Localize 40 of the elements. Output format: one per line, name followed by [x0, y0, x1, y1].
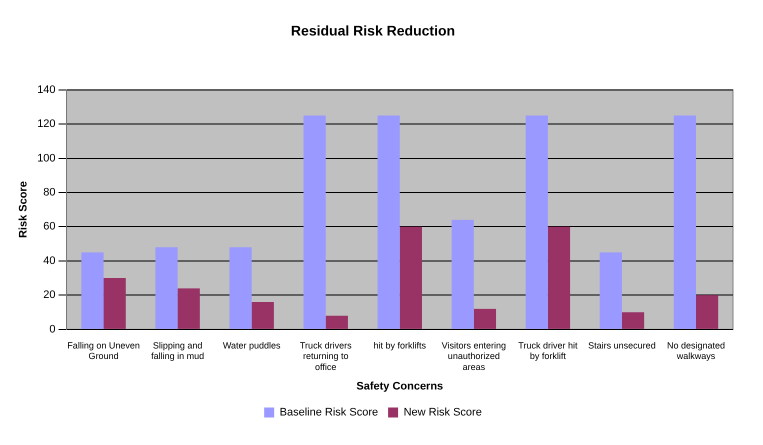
- chart-title: Residual Risk Reduction: [290, 22, 456, 38]
- y-tick-label: 140: [37, 84, 56, 96]
- x-tick-label: Slipping and falling in mud: [151, 340, 204, 362]
- bar: [252, 302, 274, 329]
- y-axis-title: Risk Score: [18, 181, 30, 238]
- legend-label: New Risk Score: [404, 406, 482, 419]
- bar: [674, 115, 696, 329]
- bar: [474, 308, 496, 329]
- y-tick-label: 120: [37, 118, 56, 130]
- bar: [104, 278, 126, 329]
- bar: [326, 316, 348, 329]
- bar: [622, 312, 644, 329]
- bar: [526, 115, 548, 329]
- legend-label: Baseline Risk Score: [280, 406, 378, 419]
- y-tick-label: 80: [43, 186, 56, 199]
- x-tick-label: Water puddles: [222, 340, 282, 350]
- bar: [378, 115, 400, 329]
- bar: [400, 226, 422, 329]
- x-tick-label: hit by forklifts: [374, 340, 427, 350]
- bar: [155, 247, 178, 329]
- y-tick-label: 60: [43, 220, 56, 233]
- bar: [548, 226, 570, 329]
- x-tick-label: Stairs unsecured: [588, 340, 656, 350]
- y-tick-label: 100: [37, 152, 56, 164]
- y-tick-label: 40: [43, 254, 56, 267]
- bar: [600, 252, 622, 329]
- x-tick-label: Truck driver hit by forklift: [518, 340, 578, 362]
- x-tick-label: No designated walkways: [666, 340, 725, 362]
- bar: [81, 252, 104, 329]
- bar: [229, 247, 252, 329]
- bar: [304, 115, 326, 329]
- y-tick-label: 20: [43, 289, 56, 302]
- bar: [452, 220, 474, 329]
- bar: [178, 288, 200, 329]
- x-tick-label: Truck drivers returning to office: [300, 340, 352, 372]
- x-tick-label: Falling on Uneven Ground: [67, 340, 140, 362]
- x-axis-title: Safety Concerns: [356, 380, 444, 392]
- bar: [696, 295, 718, 329]
- x-tick-label: Visitors entering unauthorized areas: [442, 340, 506, 372]
- y-tick-label: 0: [49, 323, 56, 336]
